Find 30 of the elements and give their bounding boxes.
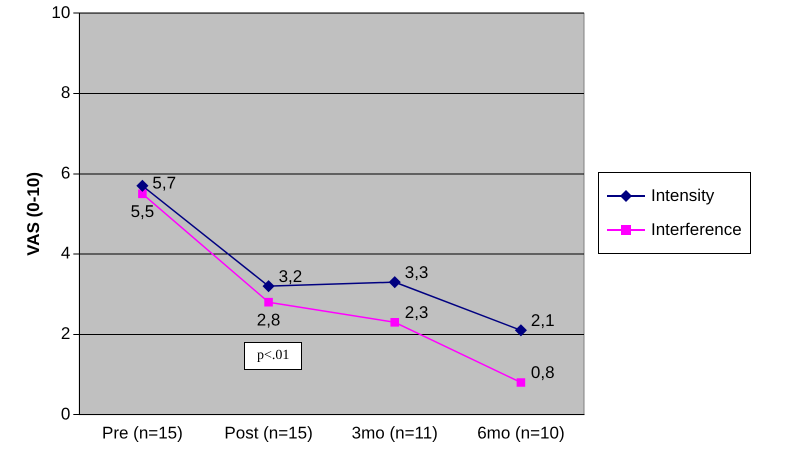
data-label: 2,1 (530, 310, 555, 330)
legend-label: Intensity (651, 186, 714, 206)
y-tick-label: 2 (60, 324, 70, 344)
point (388, 276, 400, 288)
data-label: 3,2 (278, 266, 302, 286)
data-label: 0,8 (530, 363, 555, 382)
y-axis-title: VAS (0-10) (24, 172, 43, 256)
point (264, 298, 273, 306)
point (390, 318, 400, 327)
point (136, 180, 148, 192)
data-label: 3,3 (404, 262, 428, 282)
data-label: 5,7 (152, 173, 176, 192)
data-label: 5,5 (130, 202, 154, 222)
y-tick-label: 6 (60, 163, 70, 182)
point (262, 280, 274, 292)
y-tick-label: 4 (60, 244, 70, 263)
x-tick-label: Post (n=15) (224, 423, 313, 442)
data-label: 2,8 (256, 310, 280, 330)
annotation: p<.01 (244, 342, 302, 370)
point (515, 324, 527, 336)
x-tick-label: 3mo (n=11) (352, 423, 438, 442)
x-tick-label: 6mo (n=10) (477, 423, 565, 442)
x-tick-label: Pre (n=15) (102, 423, 183, 442)
legend-label: Interference (651, 220, 742, 240)
y-tick-label: 8 (60, 83, 70, 102)
data-label: 2,3 (404, 302, 428, 322)
y-tick-label: 0 (60, 404, 70, 424)
point (516, 378, 526, 387)
y-tick-label: 10 (51, 2, 70, 22)
point (138, 190, 147, 198)
